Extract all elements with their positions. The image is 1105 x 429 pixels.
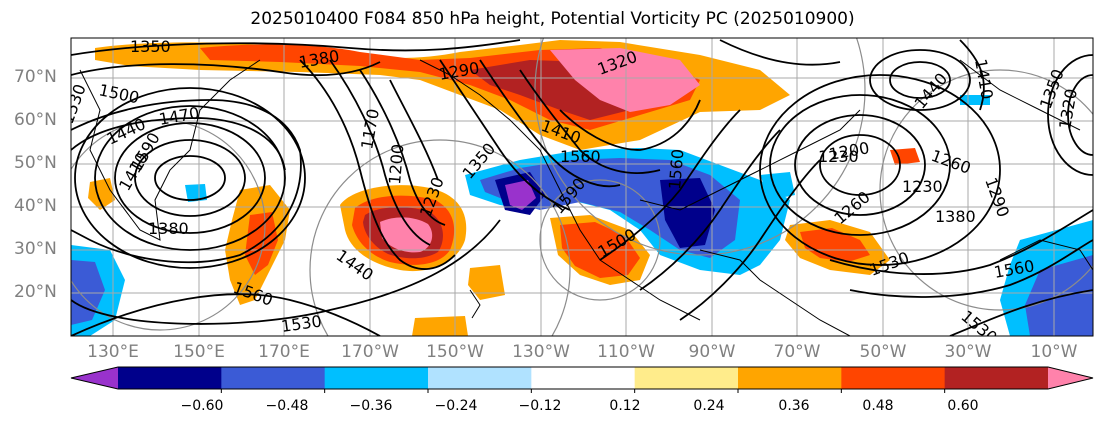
colorbar-tick-label: −0.60 xyxy=(180,398,224,414)
colorbar-segment xyxy=(221,367,326,389)
colorbar-tick-label: 0.48 xyxy=(862,398,894,414)
lat-label-50n: 50°N xyxy=(14,153,57,173)
colorbar-segment xyxy=(428,367,532,389)
lon-label-170e: 170°E xyxy=(258,342,310,362)
height-contours xyxy=(71,39,1093,336)
lon-label-170w: 170°W xyxy=(341,342,399,362)
map-frame xyxy=(70,37,1094,337)
lon-label-70w: 70°W xyxy=(773,342,821,362)
colorbar-segment xyxy=(118,367,222,389)
colorbar-extend-high xyxy=(1048,367,1093,389)
contour-label: 1230 xyxy=(902,177,943,196)
contour-label: 1350 xyxy=(130,37,171,56)
lat-label-70n: 70°N xyxy=(14,67,57,87)
map-title: 2025010400 F084 850 hPa height, Potentia… xyxy=(250,9,855,29)
lon-label-110w: 110°W xyxy=(597,342,655,362)
colorbar-extend-low xyxy=(71,367,118,389)
colorbar-tick-label: −0.24 xyxy=(434,398,478,414)
lat-label-40n: 40°N xyxy=(14,196,57,216)
lat-label-60n: 60°N xyxy=(14,110,57,130)
colorbar-tick-label: −0.12 xyxy=(518,398,562,414)
contour-label: 1230 xyxy=(818,147,859,166)
colorbar-tick-label: −0.48 xyxy=(265,398,309,414)
colorbar-segment xyxy=(738,367,842,389)
colorbar-segment xyxy=(944,367,1049,389)
lon-label-130e: 130°E xyxy=(87,342,139,362)
lon-label-150e: 150°E xyxy=(173,342,225,362)
lon-label-10w: 10°W xyxy=(1030,342,1078,362)
colorbar-outline xyxy=(70,366,1094,390)
lon-label-90w: 90°W xyxy=(688,342,736,362)
lon-label-50w: 50°W xyxy=(859,342,907,362)
colorbar-segment xyxy=(841,367,946,389)
colorbar-tick-label: 0.12 xyxy=(609,398,641,414)
contour-label: 1380 xyxy=(935,207,976,226)
contour-label: 1560 xyxy=(560,147,601,166)
contour-label: 1380 xyxy=(148,219,189,238)
colorbar-tick-label: 0.24 xyxy=(693,398,725,414)
pv-negative-fills xyxy=(71,95,1093,336)
colorbar-tick-label: 0.36 xyxy=(778,398,810,414)
graticule xyxy=(71,38,1093,336)
colorbar-segment xyxy=(531,367,636,389)
colorbar-segment xyxy=(634,367,739,389)
lon-label-150w: 150°W xyxy=(426,342,484,362)
lat-label-30n: 30°N xyxy=(14,239,57,259)
colorbar-segment xyxy=(324,367,429,389)
lat-label-20n: 20°N xyxy=(14,282,57,302)
colorbar-tick-label: −0.36 xyxy=(349,398,393,414)
colorbar xyxy=(70,366,1094,393)
contour-label: 1200 xyxy=(385,143,407,185)
lon-label-30w: 30°W xyxy=(944,342,992,362)
contour-label: 1560 xyxy=(665,148,687,190)
lon-label-130w: 130°W xyxy=(512,342,570,362)
colorbar-tick-label: 0.60 xyxy=(947,398,979,414)
